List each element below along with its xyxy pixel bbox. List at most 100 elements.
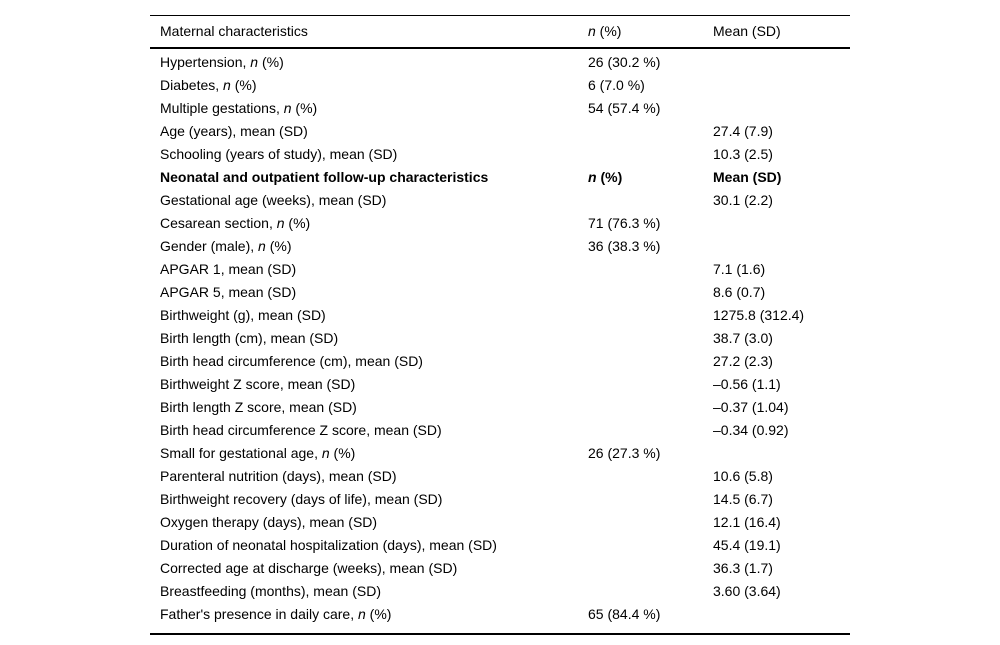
table-row: Corrected age at discharge (weeks), mean… — [150, 557, 850, 580]
row-label: Breastfeeding (months), mean (SD) — [150, 580, 588, 603]
mean-sd-cell: 14.5 (6.7) — [713, 488, 850, 511]
cell-text: 26 (30.2 %) — [588, 54, 661, 70]
cell-text: Duration of neonatal hospitalization (da… — [160, 537, 497, 553]
cell-text: (%) — [291, 100, 318, 116]
table-row: APGAR 1, mean (SD) 7.1 (1.6) — [150, 258, 850, 281]
table-row: Gender (male), n (%) 36 (38.3 %) — [150, 235, 850, 258]
row-label: Multiple gestations, n (%) — [150, 97, 588, 120]
cell-text: n — [276, 215, 285, 231]
cell-text: n — [258, 238, 266, 254]
cell-text: 36.3 (1.7) — [713, 560, 773, 576]
cell-text: Small for gestational age, — [160, 445, 322, 461]
cell-text: n — [250, 54, 259, 70]
n-percent-cell: 26 (30.2 %) — [588, 51, 713, 74]
mean-sd-cell: 38.7 (3.0) — [713, 327, 850, 350]
mean-sd-cell: –0.37 (1.04) — [713, 396, 850, 419]
row-label: Schooling (years of study), mean (SD) — [150, 143, 588, 166]
cell-text: Birthweight recovery (days of life), mea… — [160, 491, 443, 507]
cell-text: 6 (7.0 %) — [588, 77, 645, 93]
cell-text: Mean (SD) — [713, 23, 781, 39]
table-row: Oxygen therapy (days), mean (SD) 12.1 (16… — [150, 511, 850, 534]
cell-text: Schooling (years of study), mean (SD) — [160, 146, 398, 162]
row-label: Cesarean section, n (%) — [150, 212, 588, 235]
cell-text: Gestational age (weeks), mean (SD) — [160, 192, 387, 208]
cell-text: 30.1 (2.2) — [713, 192, 773, 208]
n-percent-cell: 26 (27.3 %) — [588, 442, 713, 465]
row-label: Birth head circumference Z score, mean (… — [150, 419, 588, 442]
cell-text: (%) — [595, 23, 622, 39]
row-label: APGAR 5, mean (SD) — [150, 281, 588, 304]
table-row: Age (years), mean (SD) 27.4 (7.9) — [150, 120, 850, 143]
table-row: Breastfeeding (months), mean (SD) 3.60 (3… — [150, 580, 850, 603]
cell-text: (%) — [284, 215, 311, 231]
row-label: Corrected age at discharge (weeks), mean… — [150, 557, 588, 580]
cell-text: Birthweight Z score, mean (SD) — [160, 376, 356, 392]
cell-text: –0.56 (1.1) — [713, 376, 781, 392]
cell-text: Mean (SD) — [713, 169, 782, 185]
cell-text: 3.60 (3.64) — [713, 583, 781, 599]
maternal-characteristics-table: Maternal characteristics n (%) Mean (SD) H… — [150, 15, 850, 635]
cell-text: Birthweight (g), mean (SD) — [160, 307, 326, 323]
mean-sd-cell: –0.34 (0.92) — [713, 419, 850, 442]
cell-text: (%) — [230, 77, 257, 93]
table-row: Birth head circumference Z score, mean (… — [150, 419, 850, 442]
table-row: Birth head circumference (cm), mean (SD)… — [150, 350, 850, 373]
cell-text: ) — [617, 169, 623, 185]
cell-text: Hypertension, — [160, 54, 251, 70]
row-label: Gestational age (weeks), mean (SD) — [150, 189, 588, 212]
cell-text: n — [588, 23, 596, 39]
cell-text: Multiple gestations, — [160, 100, 284, 116]
mean-sd-cell: Mean (SD) — [713, 16, 850, 47]
row-label: Duration of neonatal hospitalization (da… — [150, 534, 588, 557]
cell-text: (%) — [258, 54, 284, 70]
row-label: Gender (male), n (%) — [150, 235, 588, 258]
cell-text: Corrected age at discharge (weeks), mean… — [160, 560, 458, 576]
table-row: Birthweight recovery (days of life), mea… — [150, 488, 850, 511]
cell-text: 10.6 (5.8) — [713, 468, 773, 484]
n-percent-cell: n (%) — [588, 166, 713, 189]
row-label: Small for gestational age, n (%) — [150, 442, 588, 465]
table-section-row: Neonatal and outpatient follow-up charac… — [150, 166, 850, 189]
cell-text: 65 (84.4 %) — [588, 606, 661, 622]
n-percent-cell: n (%) — [588, 16, 713, 47]
cell-text: Breastfeeding (months), mean (SD) — [160, 583, 381, 599]
mean-sd-cell: 45.4 (19.1) — [713, 534, 850, 557]
table-row: Birth length Z score, mean (SD) –0.37 (1.… — [150, 396, 850, 419]
cell-text: Gender (male), — [160, 238, 259, 254]
cell-text: Birth length Z score, mean (SD) — [160, 399, 357, 415]
row-label: Birthweight Z score, mean (SD) — [150, 373, 588, 396]
table-body: Hypertension, n (%) 26 (30.2 %) Diabetes, … — [150, 49, 850, 633]
cell-text: APGAR 5, mean (SD) — [160, 284, 297, 300]
row-label: Neonatal and outpatient follow-up charac… — [150, 166, 588, 189]
cell-text: Diabetes, — [160, 77, 224, 93]
cell-text: Father's presence in daily care, — [160, 606, 358, 622]
mean-sd-cell: 1275.8 (312.4) — [713, 304, 850, 327]
cell-text: n — [223, 77, 231, 93]
table-row: APGAR 5, mean (SD) 8.6 (0.7) — [150, 281, 850, 304]
row-label: Birthweight (g), mean (SD) — [150, 304, 588, 327]
row-label: Birth length Z score, mean (SD) — [150, 396, 588, 419]
table-header: Maternal characteristics n (%) Mean (SD) — [150, 16, 850, 49]
cell-text: n — [283, 100, 292, 116]
row-label: Hypertension, n (%) — [150, 51, 588, 74]
cell-text: Parenteral nutrition (days), mean (SD) — [160, 468, 397, 484]
cell-text: –0.34 (0.92) — [713, 422, 789, 438]
mean-sd-cell: 10.6 (5.8) — [713, 465, 850, 488]
cell-text: Neonatal and outpatient follow-up charac… — [160, 169, 489, 185]
table-row: Small for gestational age, n (%) 26 (27.3… — [150, 442, 850, 465]
cell-text: Birth length (cm), mean (SD) — [160, 330, 339, 346]
n-percent-cell: 6 (7.0 %) — [588, 74, 713, 97]
cell-text: (% — [596, 169, 618, 185]
cell-text: 71 (76.3 %) — [588, 215, 661, 231]
mean-sd-cell: –0.56 (1.1) — [713, 373, 850, 396]
cell-text: (%) — [329, 445, 356, 461]
cell-text: 8.6 (0.7) — [713, 284, 766, 300]
mean-sd-cell: 7.1 (1.6) — [713, 258, 850, 281]
cell-text: 1275.8 (312.4) — [713, 307, 805, 323]
cell-text: Cesarean section, — [160, 215, 277, 231]
n-percent-cell: 71 (76.3 %) — [588, 212, 713, 235]
cell-text: Maternal characteristics — [160, 23, 308, 39]
table-row: Parenteral nutrition (days), mean (SD) 10… — [150, 465, 850, 488]
cell-text: n — [588, 169, 597, 185]
row-label: Birthweight recovery (days of life), mea… — [150, 488, 588, 511]
